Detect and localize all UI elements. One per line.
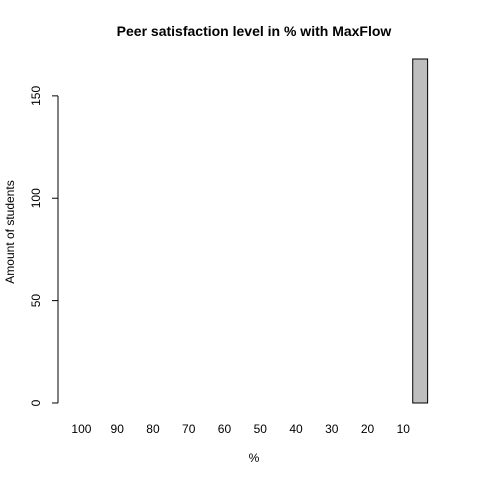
- x-tick-label: 10: [397, 422, 411, 436]
- x-tick-label: 80: [146, 422, 160, 436]
- y-tick-label: 50: [29, 294, 43, 308]
- y-axis: 0 50 100 150: [29, 86, 59, 406]
- x-tick-label: 50: [254, 422, 268, 436]
- x-tick-label: 40: [289, 422, 303, 436]
- y-tick-label: 100: [29, 188, 43, 208]
- chart-title: Peer satisfaction level in % with MaxFlo…: [117, 23, 392, 39]
- x-tick-label: 30: [325, 422, 339, 436]
- x-tick-label: 100: [71, 422, 91, 436]
- x-tick-label: 90: [111, 422, 125, 436]
- y-tick-label: 150: [29, 86, 43, 106]
- x-tick-label: 60: [218, 422, 232, 436]
- bars-group: [412, 58, 429, 404]
- y-axis-label: Amount of students: [3, 180, 17, 283]
- y-tick-label: 0: [29, 399, 43, 406]
- bar: [412, 58, 429, 404]
- x-tick-label: 20: [361, 422, 375, 436]
- x-axis-label: %: [249, 451, 260, 465]
- x-tick-label: 70: [182, 422, 196, 436]
- x-tick-labels: 100 90 80 70 60 50 40 30 20 10: [71, 422, 410, 436]
